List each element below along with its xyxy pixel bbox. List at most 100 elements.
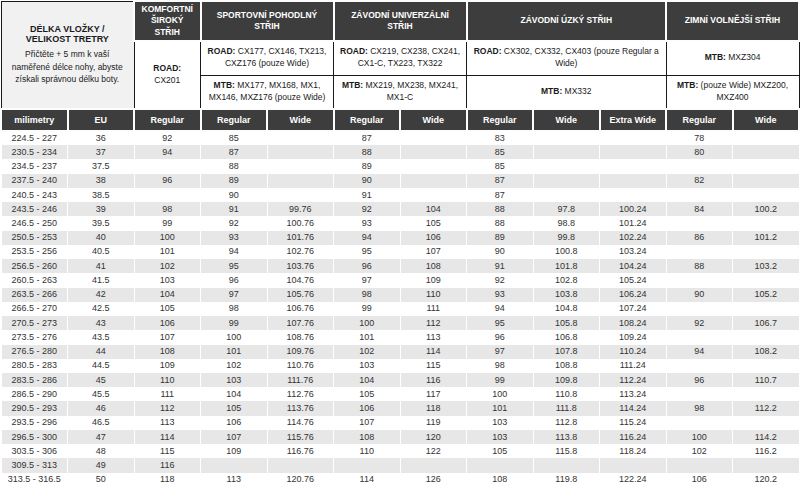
size-value-cell: 109 — [400, 273, 467, 287]
size-value-cell — [733, 273, 800, 287]
size-value-cell: 103 — [467, 430, 534, 444]
size-value-cell — [733, 359, 800, 373]
size-value-cell: 118 — [134, 473, 201, 486]
size-value-cell: 100 — [467, 387, 534, 401]
size-value-cell — [400, 131, 467, 145]
size-value-cell — [400, 145, 467, 159]
size-value-cell: 92 — [334, 202, 401, 216]
size-value-cell: 116.2 — [733, 444, 800, 458]
size-eu-cell: 49 — [68, 458, 135, 472]
size-value-cell: 84 — [666, 202, 733, 216]
size-value-cell — [733, 174, 800, 188]
size-value-cell — [600, 174, 667, 188]
size-eu-cell: 37 — [68, 145, 135, 159]
size-value-cell: 106 — [666, 473, 733, 486]
size-value-cell: 95 — [334, 245, 401, 259]
size-value-cell: 106.24 — [600, 288, 667, 302]
size-value-cell: 93 — [467, 288, 534, 302]
table-row: 266.5 - 27042.510598106.769911194104.810… — [1, 302, 799, 316]
size-value-cell: 96 — [334, 259, 401, 273]
size-value-cell — [400, 159, 467, 173]
table-row: 309.5 - 31349116 — [1, 458, 799, 472]
size-value-cell: 122 — [400, 444, 467, 458]
size-value-cell — [733, 145, 800, 159]
models-komfortni-prefix: ROAD: — [153, 63, 181, 73]
size-mm-cell: 237.5 - 240 — [1, 174, 68, 188]
size-value-cell — [666, 216, 733, 230]
size-value-cell: 110 — [400, 288, 467, 302]
size-value-cell: 104 — [134, 288, 201, 302]
size-eu-cell: 45 — [68, 373, 135, 387]
size-value-cell — [400, 174, 467, 188]
size-eu-cell: 36 — [68, 131, 135, 145]
models-zavodni-uzky-mtb-list: MX332 — [562, 86, 591, 96]
size-value-cell: 112 — [134, 401, 201, 415]
size-value-cell: 90 — [201, 188, 268, 202]
table-row: 224.5 - 227369285878378 — [1, 131, 799, 145]
size-value-cell: 119 — [400, 416, 467, 430]
column-header-zavodni-uzky-extra-wide: Extra Wide — [600, 109, 667, 131]
size-value-cell: 103.2 — [733, 259, 800, 273]
size-value-cell: 94 — [201, 245, 268, 259]
column-header-sportovni-regular: Regular — [201, 109, 268, 131]
size-value-cell: 99 — [467, 373, 534, 387]
table-row: 237.5 - 240389689908782 — [1, 174, 799, 188]
size-value-cell — [666, 188, 733, 202]
size-value-cell: 88 — [467, 202, 534, 216]
size-value-cell: 116.24 — [600, 430, 667, 444]
size-value-cell: 116.76 — [267, 444, 334, 458]
size-value-cell — [600, 159, 667, 173]
size-value-cell: 88 — [334, 145, 401, 159]
size-value-cell: 99.76 — [267, 202, 334, 216]
size-table-body: 224.5 - 227369285878378230.5 - 234379487… — [1, 131, 799, 486]
size-value-cell: 99 — [134, 216, 201, 230]
size-value-cell: 83 — [467, 131, 534, 145]
size-value-cell — [600, 145, 667, 159]
size-value-cell: 108.2 — [733, 345, 800, 359]
size-value-cell: 100 — [201, 330, 268, 344]
models-zavodni-uzky-mtb-prefix: MTB: — [541, 86, 562, 96]
size-value-cell: 105 — [201, 401, 268, 415]
size-value-cell — [600, 188, 667, 202]
models-zimni-mtb-2: MTB: (pouze Wide) MXZ200, MXZ400 — [666, 75, 799, 109]
size-value-cell: 95 — [201, 259, 268, 273]
info-block: DÉLKA VLOŽKY / VELIKOST TRETRY Přičtěte … — [1, 1, 134, 109]
size-value-cell: 118 — [400, 401, 467, 415]
size-value-cell: 113.8 — [533, 430, 600, 444]
size-value-cell: 110.24 — [600, 345, 667, 359]
size-value-cell: 104.76 — [267, 273, 334, 287]
size-value-cell: 97 — [334, 273, 401, 287]
models-komfortni: ROAD: CX201 — [134, 41, 201, 109]
size-mm-cell: 243.5 - 246 — [1, 202, 68, 216]
size-value-cell: 114 — [334, 473, 401, 486]
size-value-cell: 102.8 — [533, 273, 600, 287]
size-value-cell: 108 — [400, 259, 467, 273]
group-header-zimni: ZIMNÍ VOLNĚJŠÍ STŘIH — [666, 1, 799, 41]
column-header-zimni-wide: Wide — [733, 109, 800, 131]
size-value-cell: 90 — [666, 288, 733, 302]
size-value-cell: 113 — [201, 473, 268, 486]
size-value-cell: 117 — [400, 387, 467, 401]
size-value-cell: 107.24 — [600, 302, 667, 316]
size-value-cell: 87 — [334, 131, 401, 145]
column-header-milimetry: milimetry — [1, 109, 68, 131]
size-value-cell: 100.2 — [733, 202, 800, 216]
size-eu-cell: 38 — [68, 174, 135, 188]
size-value-cell: 91 — [467, 259, 534, 273]
size-value-cell: 96 — [201, 273, 268, 287]
table-row: 270.5 - 2734310699107.7610011295105.8108… — [1, 316, 799, 330]
size-value-cell: 99.8 — [533, 231, 600, 245]
size-value-cell: 92 — [134, 131, 201, 145]
size-mm-cell: 309.5 - 313 — [1, 458, 68, 472]
models-zavodni-univerzalni-road: ROAD: CX219, CX238, CX241, CX1-C, TX223,… — [334, 41, 467, 75]
size-value-cell — [400, 458, 467, 472]
size-value-cell — [666, 330, 733, 344]
column-header-zavodni-univerzalni-regular: Regular — [334, 109, 401, 131]
size-value-cell: 116 — [400, 373, 467, 387]
models-zimni-mtb-2-prefix: MTB: — [677, 80, 698, 90]
size-value-cell: 87 — [467, 174, 534, 188]
size-chart-table: DÉLKA VLOŽKY / VELIKOST TRETRY Přičtěte … — [0, 0, 800, 486]
size-value-cell: 107.8 — [533, 345, 600, 359]
column-header-row: milimetry EU Regular Regular Wide Regula… — [1, 109, 799, 131]
table-row: 273.5 - 27643.5107100108.7610111396106.8… — [1, 330, 799, 344]
